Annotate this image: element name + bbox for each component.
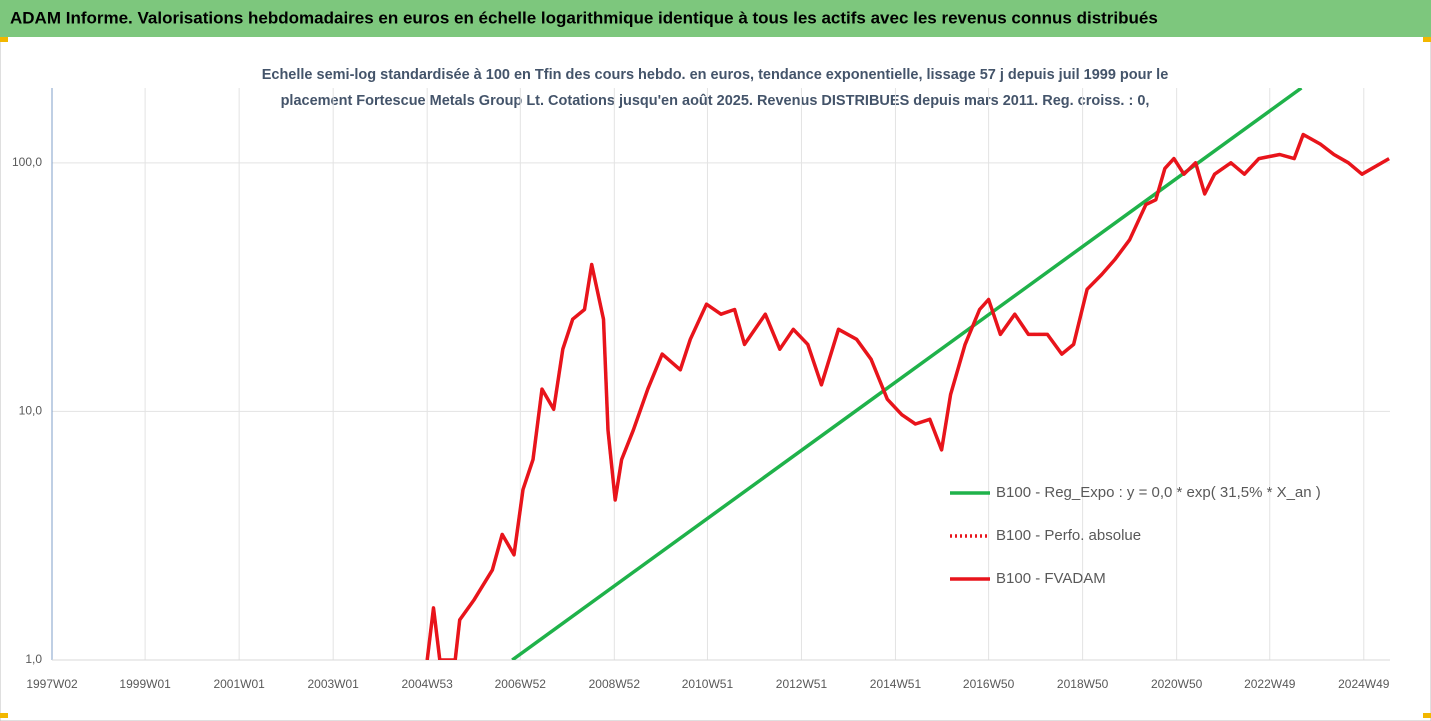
legend-label: B100 - FVADAM bbox=[996, 570, 1106, 587]
x-tick-label: 2012W51 bbox=[776, 677, 828, 691]
corner bbox=[0, 713, 8, 718]
series-line bbox=[425, 132, 1390, 660]
series-line bbox=[511, 88, 1303, 660]
corner bbox=[1423, 713, 1431, 718]
x-tick-label: 2018W50 bbox=[1057, 677, 1109, 691]
chart-title: ADAM Informe. Valorisations hebdomadaire… bbox=[10, 8, 1158, 27]
x-tick-label: 2010W51 bbox=[682, 677, 734, 691]
legend-label: B100 - Reg_Expo : y = 0,0 * exp( 31,5% *… bbox=[996, 484, 1321, 501]
x-tick-label: 2003W01 bbox=[307, 677, 359, 691]
chart-subtitle: Echelle semi-log standardisée à 100 en T… bbox=[262, 67, 1169, 83]
y-tick-label: 100,0 bbox=[12, 155, 42, 169]
x-tick-label: 2022W49 bbox=[1244, 677, 1296, 691]
x-tick-label: 1999W01 bbox=[119, 677, 171, 691]
x-tick-label: 2016W50 bbox=[963, 677, 1015, 691]
x-tick-label: 2014W51 bbox=[870, 677, 922, 691]
y-tick-label: 10,0 bbox=[19, 404, 43, 418]
legend-label: B100 - Perfo. absolue bbox=[996, 527, 1141, 544]
x-tick-label: 1997W02 bbox=[26, 677, 78, 691]
corner bbox=[0, 37, 8, 42]
title-bar bbox=[0, 0, 1431, 37]
x-tick-label: 2004W53 bbox=[401, 677, 453, 691]
x-tick-label: 2001W01 bbox=[213, 677, 265, 691]
y-tick-label: 1,0 bbox=[25, 652, 42, 666]
x-tick-label: 2008W52 bbox=[589, 677, 641, 691]
corner bbox=[1423, 37, 1431, 42]
x-tick-label: 2024W49 bbox=[1338, 677, 1390, 691]
chart-subtitle: placement Fortescue Metals Group Lt. Cot… bbox=[281, 93, 1150, 109]
x-tick-label: 2020W50 bbox=[1151, 677, 1203, 691]
x-tick-label: 2006W52 bbox=[495, 677, 547, 691]
